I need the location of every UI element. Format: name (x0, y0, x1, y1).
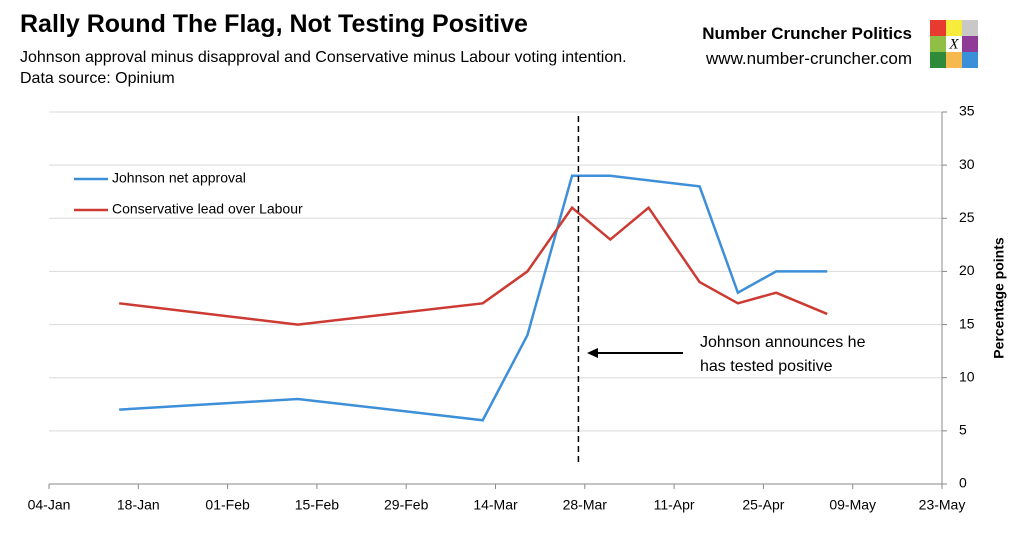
series-line (119, 205, 828, 326)
x-tick-label: 18-Jan (117, 497, 160, 513)
y-tick-label: 10 (959, 368, 975, 384)
y-tick-label: 30 (959, 156, 975, 172)
source-url: www.number-cruncher.com (706, 49, 912, 68)
x-tick-label: 28-Mar (563, 497, 608, 513)
x-tick-label: 04-Jan (28, 497, 71, 513)
x-tick-label: 23-May (919, 497, 966, 513)
x-tick-label: 25-Apr (742, 497, 784, 513)
y-axis-label: Percentage points (991, 237, 1007, 359)
y-tick-label: 15 (959, 315, 975, 331)
x-tick-label: 14-Mar (473, 497, 518, 513)
y-tick-label: 5 (959, 422, 967, 438)
legend-label: Johnson net approval (112, 170, 246, 186)
y-tick-label: 20 (959, 262, 975, 278)
x-tick-label: 15-Feb (295, 497, 340, 513)
y-tick-label: 25 (959, 209, 975, 225)
annotation-text: Johnson announces he (700, 334, 866, 351)
logo-text: X (948, 36, 959, 52)
series-line (119, 174, 828, 422)
x-tick-label: 09-May (829, 497, 876, 513)
chart-subtitle: Johnson approval minus disapproval and C… (20, 49, 627, 87)
source-name: Number Cruncher Politics (702, 24, 912, 43)
y-tick-label: 0 (959, 475, 967, 491)
chart-title: Rally Round The Flag, Not Testing Positi… (20, 10, 528, 38)
annotation-arrowhead (587, 348, 598, 358)
x-tick-label: 01-Feb (205, 497, 250, 513)
annotation-text: has tested positive (700, 358, 833, 375)
logo: X (930, 20, 978, 68)
y-tick-label: 35 (959, 103, 975, 119)
x-tick-label: 11-Apr (654, 497, 695, 513)
legend-label: Conservative lead over Labour (112, 201, 303, 217)
x-tick-label: 29-Feb (384, 497, 429, 513)
